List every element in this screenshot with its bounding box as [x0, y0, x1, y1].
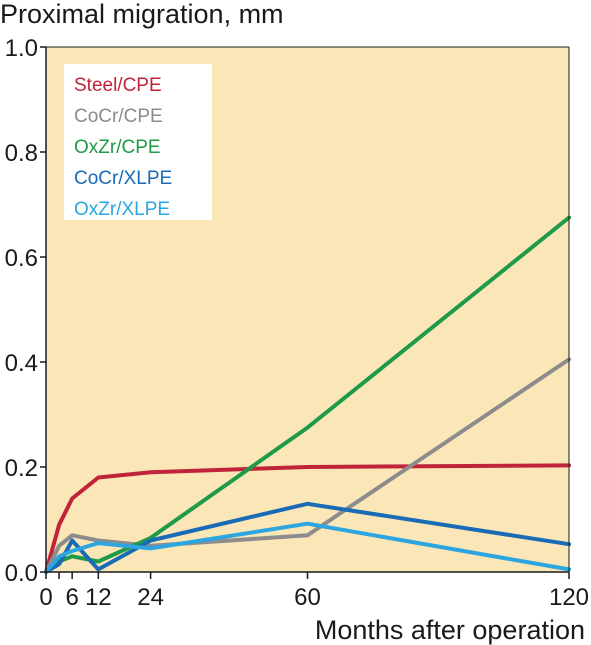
series-layer [44, 215, 571, 574]
y-tick-label: 1.0 [5, 35, 38, 62]
y-tick-label: 0.4 [5, 350, 38, 377]
x-tick-label: 24 [137, 584, 164, 611]
legend-entry: CoCr/CPE [74, 106, 163, 127]
legend-entry: OxZr/CPE [74, 137, 161, 158]
x-tick-label: 12 [85, 584, 112, 611]
x-tick-label: 0 [39, 584, 52, 611]
legend-entry: CoCr/XLPE [74, 168, 172, 189]
series-line-cocr-cpe [44, 357, 571, 574]
x-axis-label: Months after operation [315, 615, 585, 645]
x-tick-label: 120 [549, 584, 589, 611]
series-line-oxzr-xlpe [44, 521, 571, 574]
x-tick-label: 60 [294, 584, 321, 611]
x-tick-label: 6 [65, 584, 78, 611]
series-line-steel-cpe [44, 463, 571, 574]
legend-entry: Steel/CPE [74, 75, 162, 96]
y-tick-label: 0.8 [5, 140, 38, 167]
legend-box [64, 64, 212, 220]
y-tick-label: 0.6 [5, 245, 38, 272]
series-line-cocr-xlpe [44, 501, 571, 574]
legend: Steel/CPE CoCr/CPE OxZr/CPE CoCr/XLPE OxZr/X… [64, 64, 212, 220]
y-tick-label: 0.0 [5, 560, 38, 587]
legend-entry: OxZr/XLPE [74, 199, 170, 220]
axes: 0.0 0.2 0.4 0.6 0.8 1.0 0 6 12 24 60 120 [5, 35, 589, 611]
chart-title: Proximal migration, mm [0, 0, 284, 29]
y-tick-label: 0.2 [5, 455, 38, 482]
